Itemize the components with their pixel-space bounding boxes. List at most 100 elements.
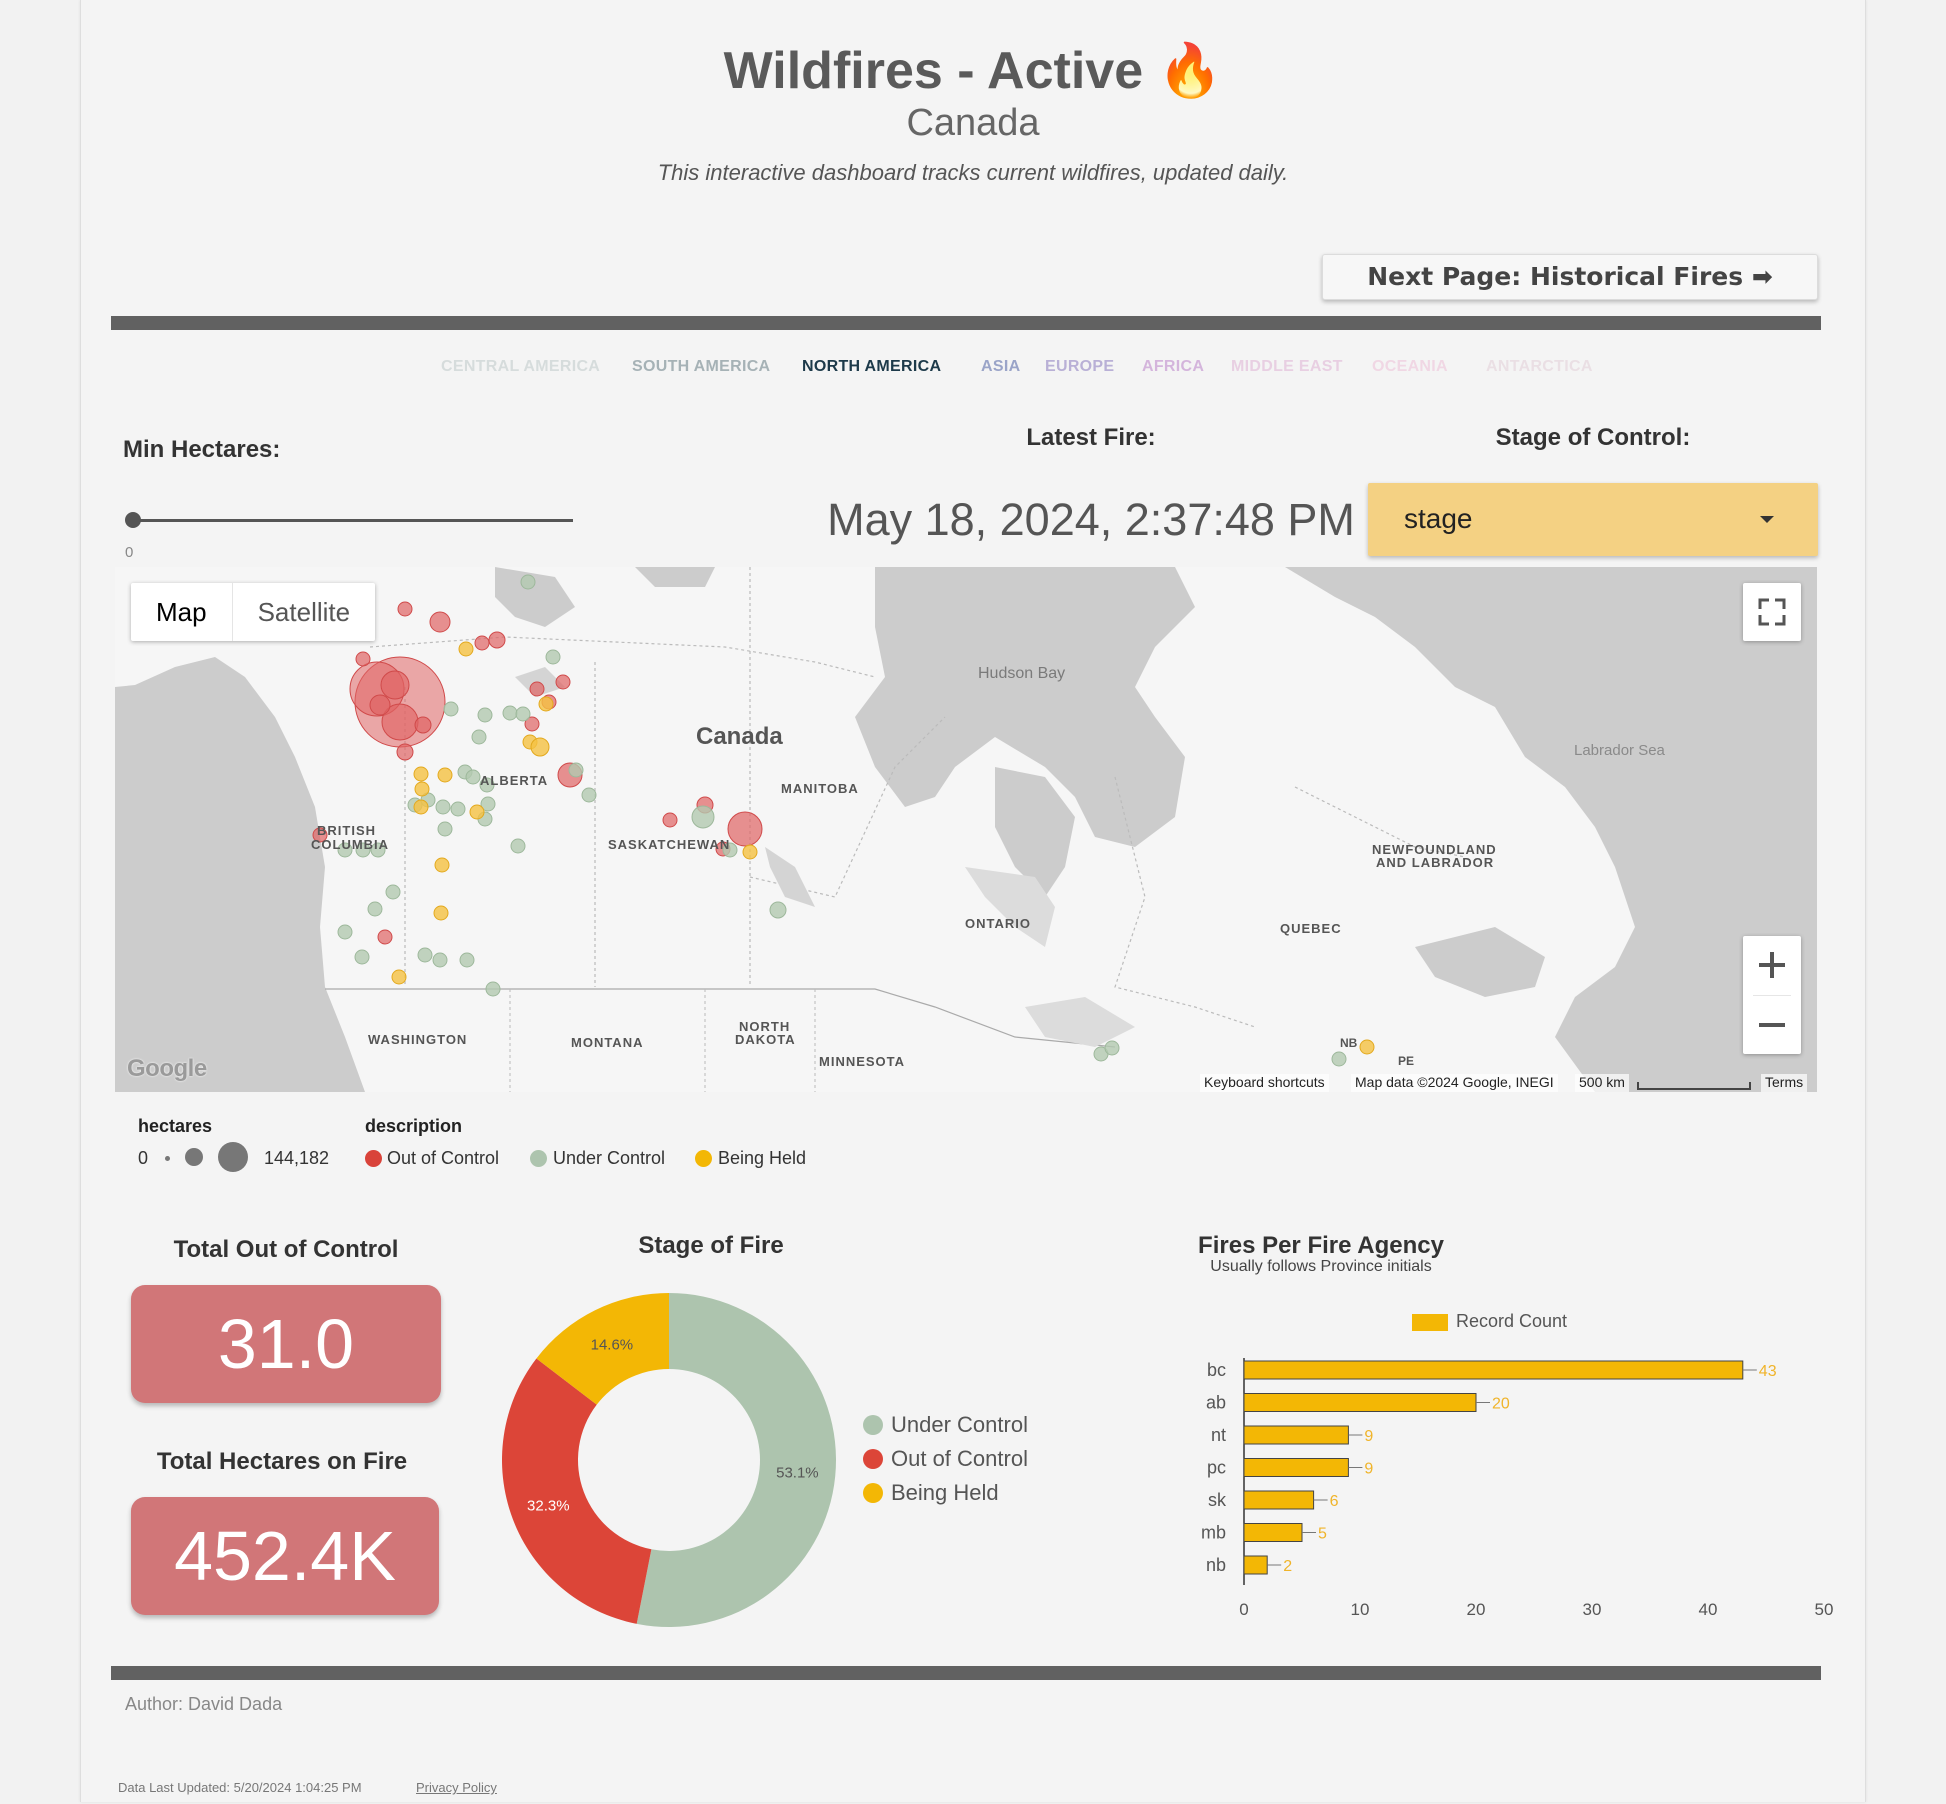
nav-oceania[interactable]: OCEANIA [1372, 358, 1448, 375]
bar-x-tick-20: 20 [1467, 1600, 1486, 1619]
bar-category-label-sk: sk [1208, 1490, 1227, 1510]
dashboard-page: Wildfires - Active 🔥 Canada This interac… [80, 0, 1866, 1802]
bar-nb[interactable] [1243, 1555, 1268, 1575]
wildfire-map[interactable]: Hudson Bay Labrador Sea Canada MANITOBA … [115, 567, 1817, 1092]
bar-x-tick-0: 0 [1239, 1600, 1248, 1619]
top-divider [111, 316, 1821, 330]
latest-fire-value: May 18, 2024, 2:37:48 PM [827, 494, 1355, 545]
legend-size-medium [185, 1148, 203, 1166]
bar-ab[interactable] [1243, 1393, 1477, 1412]
legend-being-held: Being Held [718, 1148, 807, 1168]
map-label-alberta: ALBERTA [480, 773, 549, 788]
kpi-hectares-title: Total Hectares on Fire [156, 1448, 408, 1475]
map-label-newfoundland: NEWFOUNDLAND [1372, 842, 1497, 857]
nav-antarctica[interactable]: ANTARCTICA [1486, 358, 1593, 375]
bar-value-label-mb: 5 [1318, 1526, 1327, 1543]
bar-nt[interactable] [1243, 1425, 1349, 1445]
donut-slice-under-control[interactable] [636, 1293, 837, 1627]
zoom-in-button[interactable] [1743, 936, 1801, 994]
legend-dot-being-held [695, 1150, 712, 1167]
kpi-out-of-control-value: 31.0 [131, 1285, 441, 1403]
privacy-policy-link[interactable]: Privacy Policy [416, 1780, 497, 1795]
stage-legend-dot-being-held [863, 1483, 883, 1503]
google-logo: Google [127, 1055, 207, 1082]
next-page-button[interactable]: Next Page: Historical Fires ➡ [1322, 254, 1818, 300]
donut-slice-out-of-control[interactable] [502, 1358, 652, 1624]
map-label-and-labrador: AND LABRADOR [1376, 855, 1495, 870]
map-label-columbia: COLUMBIA [311, 837, 390, 852]
map-label-north: NORTH [739, 1019, 791, 1034]
terms-link[interactable]: Terms [1761, 1074, 1808, 1092]
legend-dot-under-control [530, 1150, 547, 1167]
bar-pc[interactable] [1243, 1458, 1349, 1477]
legend-hectares-min: 0 [138, 1148, 149, 1168]
legend-hectares-max: 144,182 [264, 1148, 330, 1168]
donut-label-being-held: 14.6% [591, 1336, 634, 1353]
stage-of-control-value: stage [1404, 503, 1473, 534]
agency-chart-subtitle: Usually follows Province initials [1210, 1258, 1432, 1275]
bottom-divider [111, 1666, 1821, 1680]
min-hectares-slider[interactable] [133, 519, 573, 522]
kpi-hectares-value: 452.4K [131, 1497, 439, 1615]
map-label-nb: NB [1340, 1036, 1358, 1050]
stage-legend-being-held: Being Held [891, 1480, 999, 1505]
bar-category-label-mb: mb [1201, 1523, 1226, 1543]
map-label-manitoba: MANITOBA [781, 781, 859, 796]
bar-sk[interactable] [1243, 1490, 1315, 1510]
stage-legend-under-control: Under Control [891, 1412, 1028, 1437]
chevron-down-icon [1760, 516, 1774, 523]
map-scale-bar [1637, 1082, 1751, 1090]
nav-asia[interactable]: ASIA [981, 358, 1021, 375]
bar-x-tick-50: 50 [1815, 1600, 1834, 1619]
bar-x-tick-30: 30 [1583, 1600, 1602, 1619]
nav-europe[interactable]: EUROPE [1045, 358, 1115, 375]
bar-category-label-nb: nb [1206, 1555, 1226, 1575]
map-scale-label: 500 km [1575, 1074, 1629, 1092]
map-type-map-button[interactable]: Map [131, 583, 233, 641]
footer-author: Author: David Dada [125, 1694, 283, 1714]
legend-dot-out-of-control [365, 1150, 382, 1167]
keyboard-shortcuts-link[interactable]: Keyboard shortcuts [1200, 1074, 1329, 1092]
map-label-hudson-bay: Hudson Bay [978, 665, 1066, 682]
stage-legend-out-of-control: Out of Control [891, 1446, 1028, 1471]
nav-middle-east[interactable]: MIDDLE EAST [1231, 358, 1343, 375]
map-type-control: Map Satellite [131, 583, 376, 641]
agency-legend-swatch [1412, 1314, 1448, 1331]
donut-slice-being-held[interactable] [536, 1293, 669, 1405]
bar-x-tick-10: 10 [1351, 1600, 1370, 1619]
bar-bc[interactable] [1243, 1360, 1744, 1380]
map-label-saskatchewan: SASKATCHEWAN [608, 837, 731, 852]
map-label-canada: Canada [696, 723, 783, 750]
min-hectares-slider-handle[interactable] [125, 512, 141, 528]
stage-of-control-dropdown[interactable]: stage [1368, 483, 1818, 556]
stage-legend-dot-under-control [863, 1415, 883, 1435]
nav-north-america[interactable]: NORTH AMERICA [802, 358, 942, 375]
agency-legend-record-count: Record Count [1456, 1311, 1568, 1331]
zoom-out-button[interactable] [1743, 996, 1801, 1054]
page-tagline: This interactive dashboard tracks curren… [657, 160, 1289, 185]
legend-out-of-control: Out of Control [387, 1148, 500, 1168]
zoom-control [1743, 936, 1801, 1054]
stage-donut-chart[interactable]: 53.1% 32.3% 14.6% [501, 1290, 921, 1640]
bar-mb[interactable] [1243, 1523, 1303, 1542]
legend-description-title: description [365, 1116, 463, 1136]
legend-size-small [165, 1156, 170, 1161]
agency-chart-title: Fires Per Fire Agency [1198, 1232, 1444, 1259]
map-label-montana: MONTANA [571, 1035, 644, 1050]
nav-central-america[interactable]: CENTRAL AMERICA [441, 358, 601, 375]
bar-value-label-nb: 2 [1283, 1558, 1292, 1575]
legend-under-control: Under Control [553, 1148, 666, 1168]
minus-icon [1759, 1023, 1785, 1027]
nav-south-america[interactable]: SOUTH AMERICA [632, 358, 771, 375]
stage-legend-dot-out-of-control [863, 1449, 883, 1469]
fullscreen-button[interactable] [1743, 583, 1801, 641]
zoom-divider [1753, 995, 1791, 996]
bar-category-label-pc: pc [1207, 1458, 1226, 1478]
nav-africa[interactable]: AFRICA [1142, 358, 1205, 375]
map-type-satellite-button[interactable]: Satellite [257, 597, 351, 627]
stage-of-control-label: Stage of Control: [1495, 424, 1691, 451]
min-hectares-label: Min Hectares: [123, 436, 281, 463]
stage-chart-title: Stage of Fire [638, 1232, 784, 1259]
bar-category-label-bc: bc [1207, 1360, 1226, 1380]
